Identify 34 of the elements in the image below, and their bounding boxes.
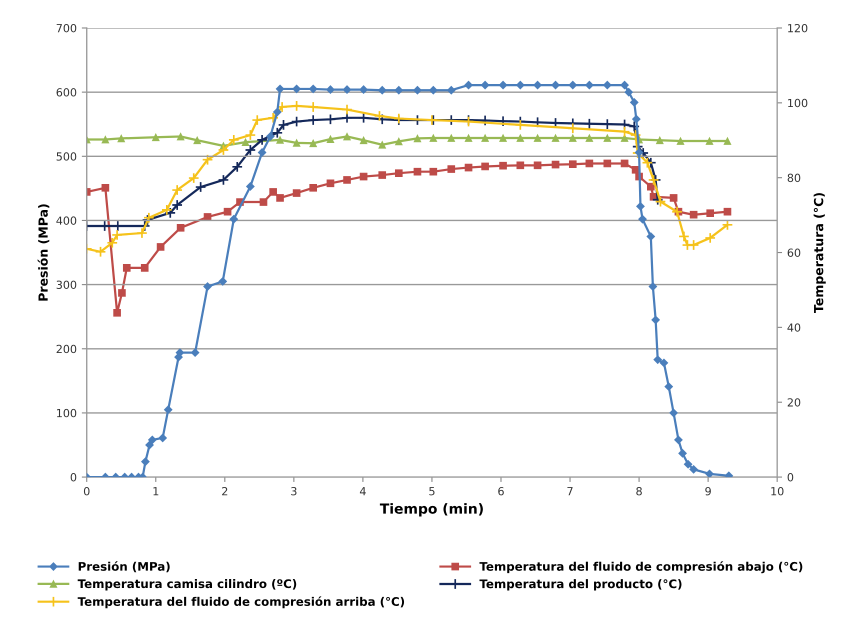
y2-tick-label: 100 (788, 98, 808, 108)
y-tick-label: 200 (56, 344, 76, 354)
x-tick-label: 6 (498, 486, 504, 496)
y2-tick-label: 80 (788, 174, 800, 182)
y-tick-label: 500 (56, 152, 76, 161)
x-tick-label: 5 (429, 487, 435, 496)
y2-tick-label: 40 (787, 323, 800, 332)
y2-tick-label: 20 (788, 398, 800, 407)
y2-tick-label: 60 (788, 248, 800, 257)
x-tick-label: 4 (360, 487, 366, 496)
y-tick-label: 400 (56, 216, 76, 225)
x-tick-label: 3 (291, 486, 296, 496)
y2-tick-label: 120 (788, 24, 808, 32)
y-tick-label: 700 (56, 24, 76, 32)
legend-label: Temperatura del fluido de compresión arriba (°C) (78, 596, 404, 608)
x-tick-label: 9 (705, 486, 711, 496)
x-tick-label: 7 (567, 487, 573, 496)
y2-tick-label: 0 (788, 473, 794, 482)
y-axis-title: Presión (MPa) (38, 204, 50, 301)
y-tick-label: 0 (70, 473, 76, 482)
y-tick-label: 300 (56, 280, 76, 289)
y-tick-label: 100 (57, 408, 76, 418)
x-tick-label: 0 (84, 486, 90, 496)
y-tick-label: 600 (56, 88, 76, 97)
y2-axis-title: Temperatura (°C) (814, 193, 826, 314)
x-axis-title: Tiempo (min) (380, 503, 483, 517)
legend-label: Temperatura del fluido de compresión abajo (°C) (479, 561, 802, 574)
x-tick-label: 2 (222, 486, 228, 496)
x-tick-label: 1 (153, 487, 158, 496)
legend-label: Temperatura del producto (°C) (479, 579, 682, 591)
legend-label: Temperatura camisa cilindro (ºC) (78, 579, 296, 590)
x-tick-label: 8 (636, 486, 642, 496)
legend-label: Presión (MPa) (78, 561, 170, 572)
x-tick-label: 10 (771, 486, 784, 496)
